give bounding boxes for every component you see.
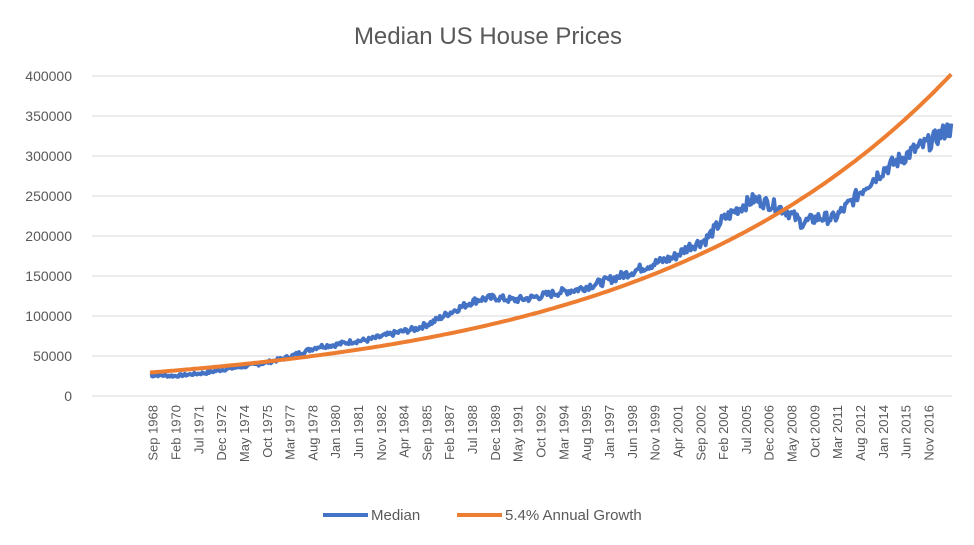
x-tick-label: Oct 2009 bbox=[807, 405, 822, 458]
x-tick-label: Apr 2001 bbox=[670, 405, 685, 458]
x-tick-label: Nov 1999 bbox=[648, 405, 663, 461]
x-tick-label: May 1991 bbox=[511, 405, 526, 462]
x-tick-label: Dec 2006 bbox=[762, 405, 777, 461]
x-tick-label: Jul 1988 bbox=[465, 405, 480, 454]
y-tick-label: 50000 bbox=[33, 348, 72, 364]
legend: Median 5.4% Annual Growth bbox=[323, 507, 642, 524]
x-tick-label: Jul 2005 bbox=[739, 405, 754, 454]
y-tick-label: 400000 bbox=[25, 68, 72, 84]
x-tick-label: Jun 2015 bbox=[899, 405, 914, 459]
x-tick-label: Dec 1989 bbox=[488, 405, 503, 461]
x-tick-label: Apr 1984 bbox=[397, 405, 412, 458]
legend-label: Median bbox=[371, 507, 420, 524]
series-line-growth bbox=[149, 72, 953, 375]
y-tick-label: 300000 bbox=[25, 148, 72, 164]
x-tick-label: Sep 1985 bbox=[420, 405, 435, 461]
y-tick-label: 100000 bbox=[25, 308, 72, 324]
x-tick-label: Feb 2004 bbox=[716, 405, 731, 460]
x-tick-label: Nov 1982 bbox=[374, 405, 389, 461]
x-axis-tick-labels: Sep 1968 Feb 1970 Jul 1971 Dec 1972 May 1974… bbox=[146, 405, 937, 462]
chart-title: Median US House Prices bbox=[354, 23, 622, 50]
x-tick-label: Mar 1977 bbox=[283, 405, 298, 460]
y-tick-label: 0 bbox=[64, 388, 72, 404]
x-tick-label: Sep 1968 bbox=[146, 405, 161, 461]
x-tick-label: Oct 1992 bbox=[534, 405, 549, 458]
x-tick-label: May 2008 bbox=[784, 405, 799, 462]
x-tick-label: Mar 1994 bbox=[556, 405, 571, 460]
x-tick-label: Nov 2016 bbox=[921, 405, 936, 461]
x-tick-label: Oct 1975 bbox=[260, 405, 275, 458]
x-tick-label: Jun 1998 bbox=[625, 405, 640, 459]
x-tick-label: Feb 1970 bbox=[168, 405, 183, 460]
x-tick-label: Feb 1987 bbox=[442, 405, 457, 460]
x-tick-label: Mar 2011 bbox=[830, 405, 845, 459]
x-tick-label: May 1974 bbox=[237, 405, 252, 462]
x-tick-label: Jan 1980 bbox=[328, 405, 343, 459]
x-tick-label: Aug 1995 bbox=[579, 405, 594, 461]
series-lines bbox=[149, 72, 954, 379]
y-axis-tick-labels: 0 50000 100000 150000 200000 250000 300000 3500… bbox=[25, 68, 72, 404]
x-tick-label: Aug 1978 bbox=[305, 405, 320, 461]
x-tick-label: Jan 2014 bbox=[876, 405, 891, 459]
y-tick-label: 150000 bbox=[25, 268, 72, 284]
gridlines bbox=[92, 75, 952, 397]
x-tick-label: Aug 2012 bbox=[853, 405, 868, 461]
x-tick-label: Dec 1972 bbox=[214, 405, 229, 461]
x-tick-label: Sep 2002 bbox=[693, 405, 708, 461]
legend-label: 5.4% Annual Growth bbox=[505, 507, 642, 524]
x-tick-label: Jul 1971 bbox=[191, 405, 206, 454]
x-tick-label: Jun 1981 bbox=[351, 405, 366, 459]
y-tick-label: 250000 bbox=[25, 188, 72, 204]
y-tick-label: 350000 bbox=[25, 108, 72, 124]
x-tick-label: Jan 1997 bbox=[602, 405, 617, 459]
y-tick-label: 200000 bbox=[25, 228, 72, 244]
